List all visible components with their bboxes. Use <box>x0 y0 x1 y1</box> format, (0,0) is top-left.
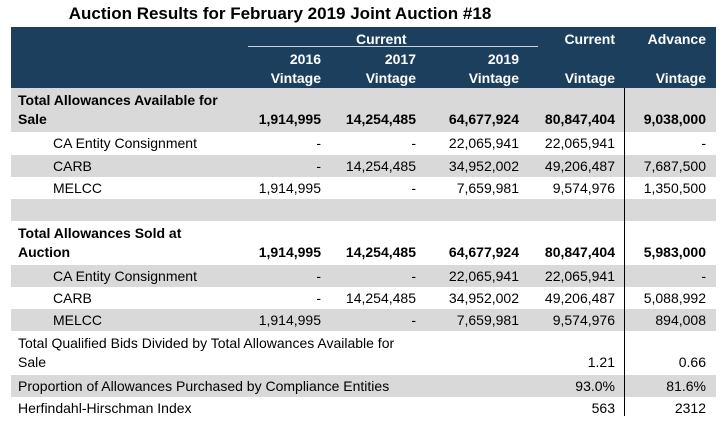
header-2016-year: 2016 <box>289 51 321 67</box>
cell-2019: 22,065,941 <box>448 268 519 284</box>
cell-2016: - <box>316 158 321 174</box>
cell-advance: 2312 <box>674 400 706 416</box>
cell-2017: - <box>411 135 416 151</box>
row-label-line: CARB <box>53 158 92 174</box>
table-header: Current 2016 Vintage 2017 Vintage 2019 V… <box>11 27 716 88</box>
cell-2017: - <box>411 268 416 284</box>
table-row: Total Allowances Available for Sale 1,914,… <box>11 88 716 132</box>
header-divider <box>248 46 538 47</box>
cell-advance: 1,350,500 <box>643 180 706 196</box>
current-advance-divider <box>624 88 625 416</box>
cell-2016: 1,914,995 <box>258 312 321 328</box>
row-label: CARB <box>53 289 92 308</box>
header-2019-year: 2019 <box>487 51 519 67</box>
header-current-title: Current <box>564 31 615 47</box>
cell-2019: 64,677,924 <box>448 244 519 260</box>
cell-current: 563 <box>591 400 615 416</box>
cell-advance: 7,687,500 <box>643 158 706 174</box>
row-label-line: Total Qualified Bids Divided by Total Al… <box>18 335 395 351</box>
row-label: Proportion of Allowances Purchased by Co… <box>18 377 389 396</box>
cell-2019: 34,952,002 <box>448 290 519 306</box>
table-title: Auction Results for February 2019 Joint … <box>68 4 492 23</box>
cell-2017: 14,254,485 <box>345 158 416 174</box>
header-advance-title: Advance <box>647 31 706 47</box>
row-label-line: Sale <box>18 354 47 370</box>
header-2017-vintage: Vintage <box>365 70 416 86</box>
row-label-line: CARB <box>53 290 92 306</box>
cell-advance: 5,983,000 <box>643 244 706 260</box>
cell-2019: 64,677,924 <box>448 111 519 127</box>
header-2019-vintage: Vintage <box>468 70 519 86</box>
table-row: CARB - 14,254,485 34,952,002 49,206,487 7,687… <box>11 155 716 177</box>
cell-current: 49,206,487 <box>544 290 615 306</box>
row-label-line: Total Allowances Available for <box>18 92 218 108</box>
row-label: CA Entity Consignment <box>53 267 197 286</box>
cell-current: 9,574,976 <box>552 312 615 328</box>
cell-2016: 1,914,995 <box>258 244 321 260</box>
cell-2016: 1,914,995 <box>258 180 321 196</box>
table-row: Total Qualified Bids Divided by Total Al… <box>11 331 716 375</box>
cell-current: 1.21 <box>587 354 615 370</box>
cell-current: 80,847,404 <box>544 244 615 260</box>
table-row: Total Allowances Sold at Auction 1,914,995… <box>11 221 716 265</box>
header-advance-vintage: Vintage <box>655 70 706 86</box>
header-2017-year: 2017 <box>384 51 416 67</box>
cell-2017: 14,254,485 <box>345 111 416 127</box>
cell-advance: 9,038,000 <box>643 111 706 127</box>
table-row: Herfindahl-Hirschman Index 563 2312 <box>11 397 716 419</box>
table-row: Proportion of Allowances Purchased by Co… <box>11 375 716 397</box>
cell-2017: 14,254,485 <box>345 290 416 306</box>
cell-advance: 81.6% <box>666 378 706 394</box>
cell-2019: 34,952,002 <box>448 158 519 174</box>
cell-current: 22,065,941 <box>544 135 615 151</box>
row-label-line: Total Allowances Sold at <box>18 225 182 241</box>
row-label: Total Allowances Sold at Auction <box>18 224 181 262</box>
cell-2019: 7,659,981 <box>456 180 519 196</box>
row-label: CARB <box>53 157 92 176</box>
row-label-line: CA Entity Consignment <box>53 135 197 151</box>
row-label-line: MELCC <box>53 312 103 328</box>
cell-advance: 5,088,992 <box>643 290 706 306</box>
cell-2017: 14,254,485 <box>345 244 416 260</box>
cell-current: 22,065,941 <box>544 268 615 284</box>
cell-current: 93.0% <box>575 378 615 394</box>
cell-advance: - <box>701 268 706 284</box>
row-label-line: Sale <box>18 111 47 127</box>
cell-2019: 7,659,981 <box>456 312 519 328</box>
row-label: MELCC <box>53 311 102 330</box>
cell-current: 49,206,487 <box>544 158 615 174</box>
row-label-line: Proportion of Allowances Purchased by Co… <box>18 378 390 394</box>
cell-2016: - <box>316 135 321 151</box>
cell-advance: 894,008 <box>655 312 706 328</box>
cell-2017: - <box>411 180 416 196</box>
cell-2016: - <box>316 268 321 284</box>
table-row: MELCC 1,914,995 - 7,659,981 9,574,976 1,350,5… <box>11 177 716 199</box>
cell-current: 9,574,976 <box>552 180 615 196</box>
table-row: MELCC 1,914,995 - 7,659,981 9,574,976 894,008 <box>11 309 716 331</box>
row-label: Herfindahl-Hirschman Index <box>18 399 192 418</box>
cell-advance: - <box>701 135 706 151</box>
header-current-vintage: Vintage <box>564 70 615 86</box>
row-label: CA Entity Consignment <box>53 134 197 153</box>
row-label: Total Qualified Bids Divided by Total Al… <box>18 334 394 372</box>
row-label-line: Herfindahl-Hirschman Index <box>18 400 192 416</box>
row-label-line: Auction <box>18 244 71 260</box>
header-2016-vintage: Vintage <box>270 70 321 86</box>
row-label-line: MELCC <box>53 180 103 196</box>
cell-2017: - <box>411 312 416 328</box>
row-label: MELCC <box>53 179 102 198</box>
cell-current: 80,847,404 <box>544 111 615 127</box>
row-label-line: CA Entity Consignment <box>53 268 197 284</box>
cell-2019: 22,065,941 <box>448 135 519 151</box>
cell-2016: 1,914,995 <box>258 111 321 127</box>
table-row: CA Entity Consignment - - 22,065,941 22,065,… <box>11 132 716 155</box>
table-row <box>11 199 716 221</box>
cell-advance: 0.66 <box>678 354 706 370</box>
header-current-group: Current <box>356 31 407 47</box>
table-row: CARB - 14,254,485 34,952,002 49,206,487 5,088… <box>11 287 716 309</box>
table-row: CA Entity Consignment - - 22,065,941 22,065,… <box>11 265 716 287</box>
row-label: Total Allowances Available for Sale <box>18 91 218 129</box>
cell-2016: - <box>316 290 321 306</box>
